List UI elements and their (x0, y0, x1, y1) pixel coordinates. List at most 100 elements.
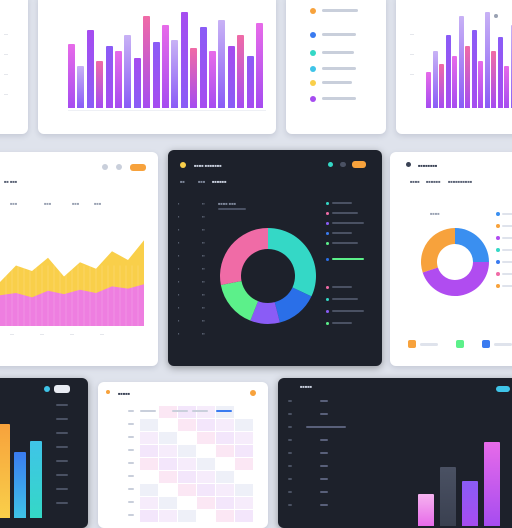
tab-label[interactable]: ■■■■■■ (212, 180, 227, 184)
row-label (288, 478, 292, 480)
table-cell[interactable] (159, 497, 177, 509)
table-cell[interactable] (216, 471, 234, 483)
label-line (56, 404, 68, 406)
side-value: ▪▪ (202, 254, 205, 258)
table-cell[interactable] (235, 497, 253, 509)
table-cell[interactable] (197, 471, 215, 483)
row-label (288, 465, 292, 467)
table-cell[interactable] (140, 471, 158, 483)
table-cell[interactable] (140, 458, 158, 470)
row-label (128, 488, 134, 490)
table-cell[interactable] (178, 445, 196, 457)
range-button[interactable] (130, 164, 146, 171)
table-cell[interactable] (159, 484, 177, 496)
tab-label[interactable]: ■■■■ (410, 180, 420, 184)
axis-tick: — (4, 32, 8, 36)
table-cell[interactable] (197, 432, 215, 444)
bar (171, 40, 178, 108)
row-label (128, 449, 134, 451)
table-cell[interactable] (140, 484, 158, 496)
table-cell[interactable] (140, 419, 158, 431)
tab-label[interactable]: ■■ (180, 180, 185, 184)
table-cell[interactable] (197, 497, 215, 509)
table-cell[interactable] (178, 497, 196, 509)
range-button[interactable] (352, 161, 366, 168)
table-cell[interactable] (197, 419, 215, 431)
bar (68, 44, 75, 108)
table-cell[interactable] (178, 406, 196, 418)
table-cell[interactable] (140, 432, 158, 444)
legend-dot (326, 310, 329, 313)
donut-chart (218, 220, 318, 332)
table-cell[interactable] (235, 432, 253, 444)
table-cell[interactable] (140, 445, 158, 457)
toolbar-icon[interactable] (340, 162, 346, 167)
table-cell[interactable] (216, 432, 234, 444)
tab-label[interactable]: ■■■■■■ (426, 180, 441, 184)
legend-dot (326, 232, 329, 235)
table-cell[interactable] (178, 471, 196, 483)
table-cell[interactable] (197, 458, 215, 470)
card-bar-chart-top-right: — — — (396, 0, 512, 134)
table-cell[interactable] (159, 445, 177, 457)
side-label: ▪ (178, 306, 179, 310)
side-value: ▪▪ (202, 241, 205, 245)
toolbar-icon[interactable] (116, 164, 122, 170)
row-value (320, 413, 328, 415)
table-cell[interactable] (178, 484, 196, 496)
range-button[interactable] (496, 386, 510, 392)
table-cell[interactable] (159, 432, 177, 444)
table-cell[interactable] (159, 419, 177, 431)
table-cell[interactable] (159, 458, 177, 470)
table-cell[interactable] (235, 445, 253, 457)
row-label (288, 452, 292, 454)
table-cell[interactable] (235, 419, 253, 431)
bar (462, 481, 478, 526)
table-cell[interactable] (216, 458, 234, 470)
legend-dot-teal (310, 50, 316, 56)
card-legend-list (286, 0, 386, 134)
bar-chart-area (426, 4, 512, 108)
bar (181, 12, 188, 108)
table-cell[interactable] (140, 497, 158, 509)
user-avatar[interactable] (250, 390, 256, 396)
legend-label-line (502, 273, 512, 275)
row-label (128, 501, 134, 503)
side-label: ▪ (178, 241, 179, 245)
toolbar-icon[interactable] (102, 164, 108, 170)
table-cell[interactable] (178, 458, 196, 470)
tab-label[interactable]: ■■■ (198, 180, 205, 184)
table-cell[interactable] (235, 406, 253, 418)
legend-label-line (332, 202, 352, 204)
table-cell[interactable] (235, 471, 253, 483)
table-cell[interactable] (216, 419, 234, 431)
column-label: ■■■ (72, 202, 79, 206)
table-cell[interactable] (140, 406, 158, 418)
bar (87, 30, 94, 108)
table-cell[interactable] (216, 406, 234, 418)
table-cell[interactable] (159, 471, 177, 483)
legend-label-line (502, 213, 512, 215)
table-cell[interactable] (216, 484, 234, 496)
table-cell[interactable] (235, 458, 253, 470)
legend-label-line (322, 81, 352, 84)
axis-tick: — (410, 32, 414, 36)
table-cell[interactable] (216, 445, 234, 457)
table-cell[interactable] (216, 497, 234, 509)
table-cell[interactable] (178, 432, 196, 444)
table-cell[interactable] (159, 406, 177, 418)
table-cell[interactable] (197, 484, 215, 496)
bar (440, 467, 456, 526)
kpi-swatch-blue (482, 340, 490, 348)
legend-label-line (502, 225, 512, 227)
table-cell[interactable] (197, 445, 215, 457)
range-button[interactable] (54, 385, 70, 393)
legend-list (326, 200, 378, 350)
row-value (320, 478, 328, 480)
bar (162, 25, 169, 108)
tab-label[interactable]: ■■■■■■■■■■ (448, 180, 472, 184)
table-cell[interactable] (235, 484, 253, 496)
legend-label-line (502, 237, 512, 239)
table-cell[interactable] (197, 406, 215, 418)
table-cell[interactable] (178, 419, 196, 431)
